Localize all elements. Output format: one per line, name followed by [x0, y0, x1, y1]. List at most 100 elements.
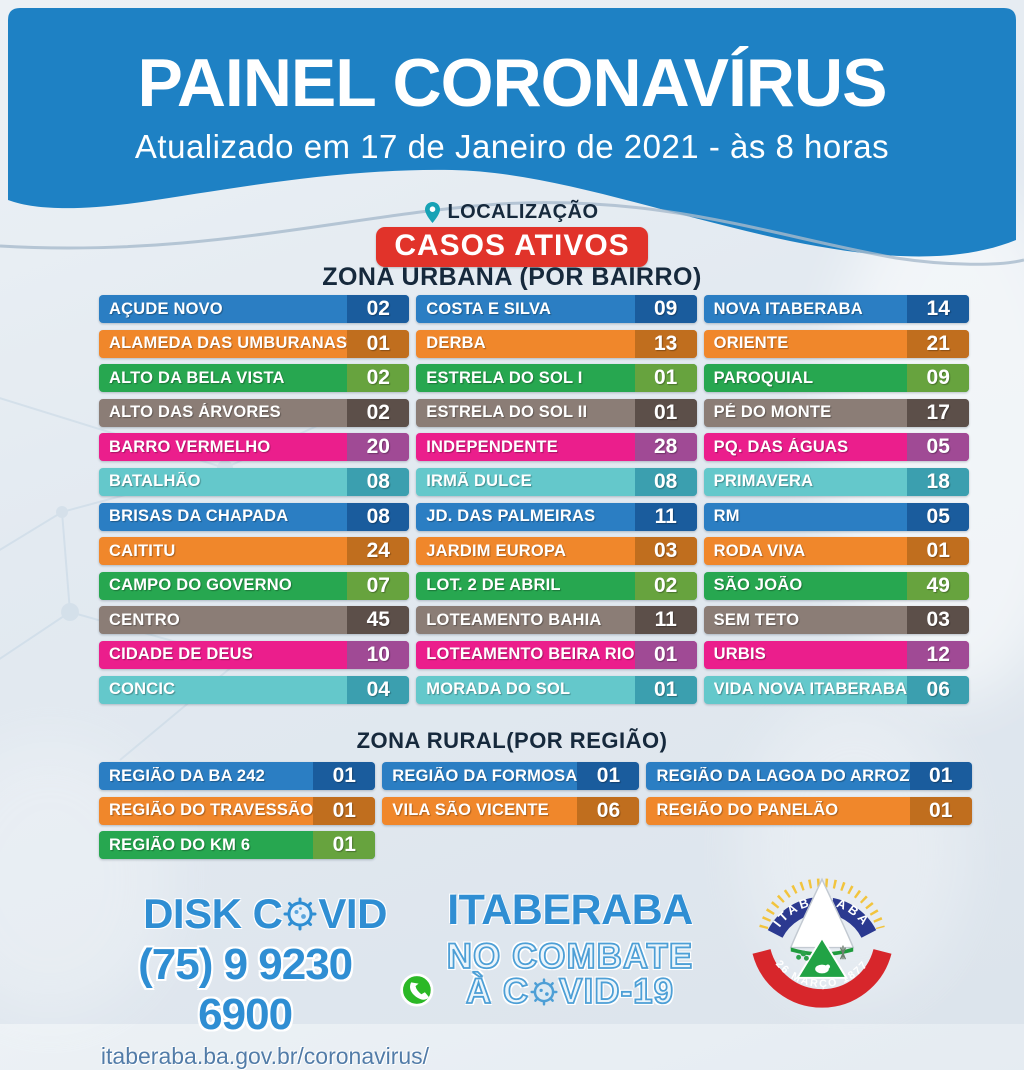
rural-cases-grid: REGIÃO DA BA 242 01 REGIÃO DA FORMOSA 01…	[99, 762, 972, 860]
case-count: 06	[577, 796, 640, 825]
case-bar: REGIÃO DO TRAVESSÃO 01	[99, 796, 376, 825]
case-count: 08	[347, 502, 410, 531]
neighborhood-label: IRMÃ DULCE	[426, 472, 532, 491]
case-bar: REGIÃO DO PANELÃO 01	[646, 796, 972, 825]
badge-row: CASOS ATIVOS	[0, 227, 1024, 267]
neighborhood-label: BATALHÃO	[109, 472, 201, 491]
case-count: 01	[909, 762, 972, 790]
urban-zone-heading: ZONA URBANA (POR BAIRRO)	[322, 263, 702, 291]
case-count: 01	[347, 329, 410, 358]
case-bar: RODA VIVA 01	[703, 537, 970, 566]
case-count: 02	[634, 571, 697, 600]
neighborhood-label: RODA VIVA	[713, 541, 806, 560]
case-bar: JD. DAS PALMEIRAS 11	[416, 502, 697, 531]
case-count: 01	[634, 640, 697, 669]
neighborhood-label: VIDA NOVA ITABERABA	[713, 680, 908, 699]
case-bar: INDEPENDENTE 28	[416, 433, 697, 462]
case-count: 11	[634, 606, 697, 635]
case-bar: PAROQUIAL 09	[703, 364, 970, 393]
region-label: REGIÃO DA FORMOSA	[392, 766, 578, 785]
region-label: REGIÃO DA BA 242	[109, 766, 266, 785]
virus-outline-icon	[530, 977, 558, 1006]
case-count: 09	[634, 295, 697, 323]
rural-zone-heading: ZONA RURAL(POR REGIÃO)	[356, 728, 668, 753]
case-bar: PÉ DO MONTE 17	[703, 398, 970, 427]
case-count: 11	[634, 502, 697, 531]
campaign-city: ITABERABA	[447, 886, 693, 934]
case-bar: REGIÃO DA BA 242 01	[99, 762, 376, 790]
case-count: 01	[909, 796, 972, 825]
neighborhood-label: CAITITU	[109, 541, 176, 560]
case-bar: LOT. 2 DE ABRIL 02	[416, 571, 697, 600]
city-seal: ITABERABA 26 MARÇO 1877	[752, 877, 892, 1008]
neighborhood-label: RM	[713, 507, 740, 526]
case-count: 01	[577, 762, 640, 790]
campaign-line3: À C VID-19	[430, 972, 710, 1011]
disk-covid-suffix: VID	[318, 890, 387, 937]
case-count: 45	[347, 606, 410, 635]
location-row: LOCALIZAÇÃO	[0, 201, 1024, 224]
case-count: 20	[347, 433, 410, 462]
case-bar: JARDIM EUROPA 03	[416, 537, 697, 566]
case-bar: PRIMAVERA 18	[703, 467, 970, 496]
case-bar: CAITITU 24	[99, 537, 410, 566]
case-count: 08	[347, 467, 410, 496]
case-count: 13	[634, 329, 697, 358]
case-bar: REGIÃO DA LAGOA DO ARROZ 01	[646, 762, 972, 790]
neighborhood-label: BRISAS DA CHAPADA	[109, 507, 289, 526]
case-count: 05	[907, 502, 970, 531]
case-count: 02	[347, 364, 410, 393]
case-bar: CENTRO 45	[99, 606, 410, 635]
case-bar: CAMPO DO GOVERNO 07	[99, 571, 410, 600]
disk-covid-title: DISK C VID	[95, 890, 435, 938]
case-count: 18	[907, 467, 970, 496]
neighborhood-label: LOTEAMENTO BAHIA	[426, 610, 602, 629]
case-count: 21	[907, 329, 970, 358]
case-bar: ALTO DAS ÁRVORES 02	[99, 398, 410, 427]
case-count: 24	[347, 537, 410, 566]
case-bar: RM 05	[703, 502, 970, 531]
virus-icon	[283, 897, 317, 931]
neighborhood-label: PAROQUIAL	[713, 368, 814, 387]
neighborhood-label: NOVA ITABERABA	[713, 299, 863, 318]
campaign-line2-text: NO COMBATE	[446, 937, 694, 976]
campaign-line2: NO COMBATE	[430, 937, 710, 976]
region-label: REGIÃO DO PANELÃO	[656, 801, 839, 820]
neighborhood-label: AÇUDE NOVO	[109, 299, 223, 318]
phone-number: (75) 9 9230 6900	[138, 940, 353, 1039]
case-count: 07	[347, 571, 410, 600]
case-count: 06	[907, 675, 970, 704]
case-count: 28	[634, 433, 697, 462]
case-bar: LOTEAMENTO BEIRA RIO 01	[416, 640, 697, 669]
location-label: LOCALIZAÇÃO	[447, 201, 599, 223]
location-pin-icon	[425, 202, 441, 223]
neighborhood-label: MORADA DO SOL	[426, 680, 571, 699]
case-count: 01	[634, 675, 697, 704]
region-label: REGIÃO DO KM 6	[109, 835, 251, 854]
case-bar: MORADA DO SOL 01	[416, 675, 697, 704]
case-bar: DERBA 13	[416, 329, 697, 358]
neighborhood-label: CENTRO	[109, 610, 180, 629]
case-count: 02	[347, 295, 410, 323]
case-bar: REGIÃO DA FORMOSA 01	[382, 762, 640, 790]
disk-covid-prefix: DISK C	[143, 890, 283, 937]
case-count: 01	[313, 831, 376, 860]
campaign-line3-suffix: VID-19	[558, 972, 675, 1011]
neighborhood-label: PQ. DAS ÁGUAS	[713, 437, 849, 456]
case-count: 10	[347, 640, 410, 669]
neighborhood-label: CAMPO DO GOVERNO	[109, 576, 292, 595]
case-count: 17	[907, 398, 970, 427]
case-bar: BATALHÃO 08	[99, 467, 410, 496]
urban-cases-grid: AÇUDE NOVO 02 ALAMEDA DAS UMBURANAS 01 A…	[99, 295, 970, 704]
case-bar: AÇUDE NOVO 02	[99, 295, 410, 323]
case-bar: VIDA NOVA ITABERABA 06	[703, 675, 970, 704]
neighborhood-label: BARRO VERMELHO	[109, 437, 271, 456]
neighborhood-label: ORIENTE	[713, 334, 789, 353]
case-bar: CIDADE DE DEUS 10	[99, 640, 410, 669]
neighborhood-label: COSTA E SILVA	[426, 299, 552, 318]
neighborhood-label: URBIS	[713, 645, 767, 664]
case-count: 12	[907, 640, 970, 669]
header-banner	[0, 8, 1024, 266]
case-count: 05	[907, 433, 970, 462]
neighborhood-label: PRIMAVERA	[713, 472, 814, 491]
